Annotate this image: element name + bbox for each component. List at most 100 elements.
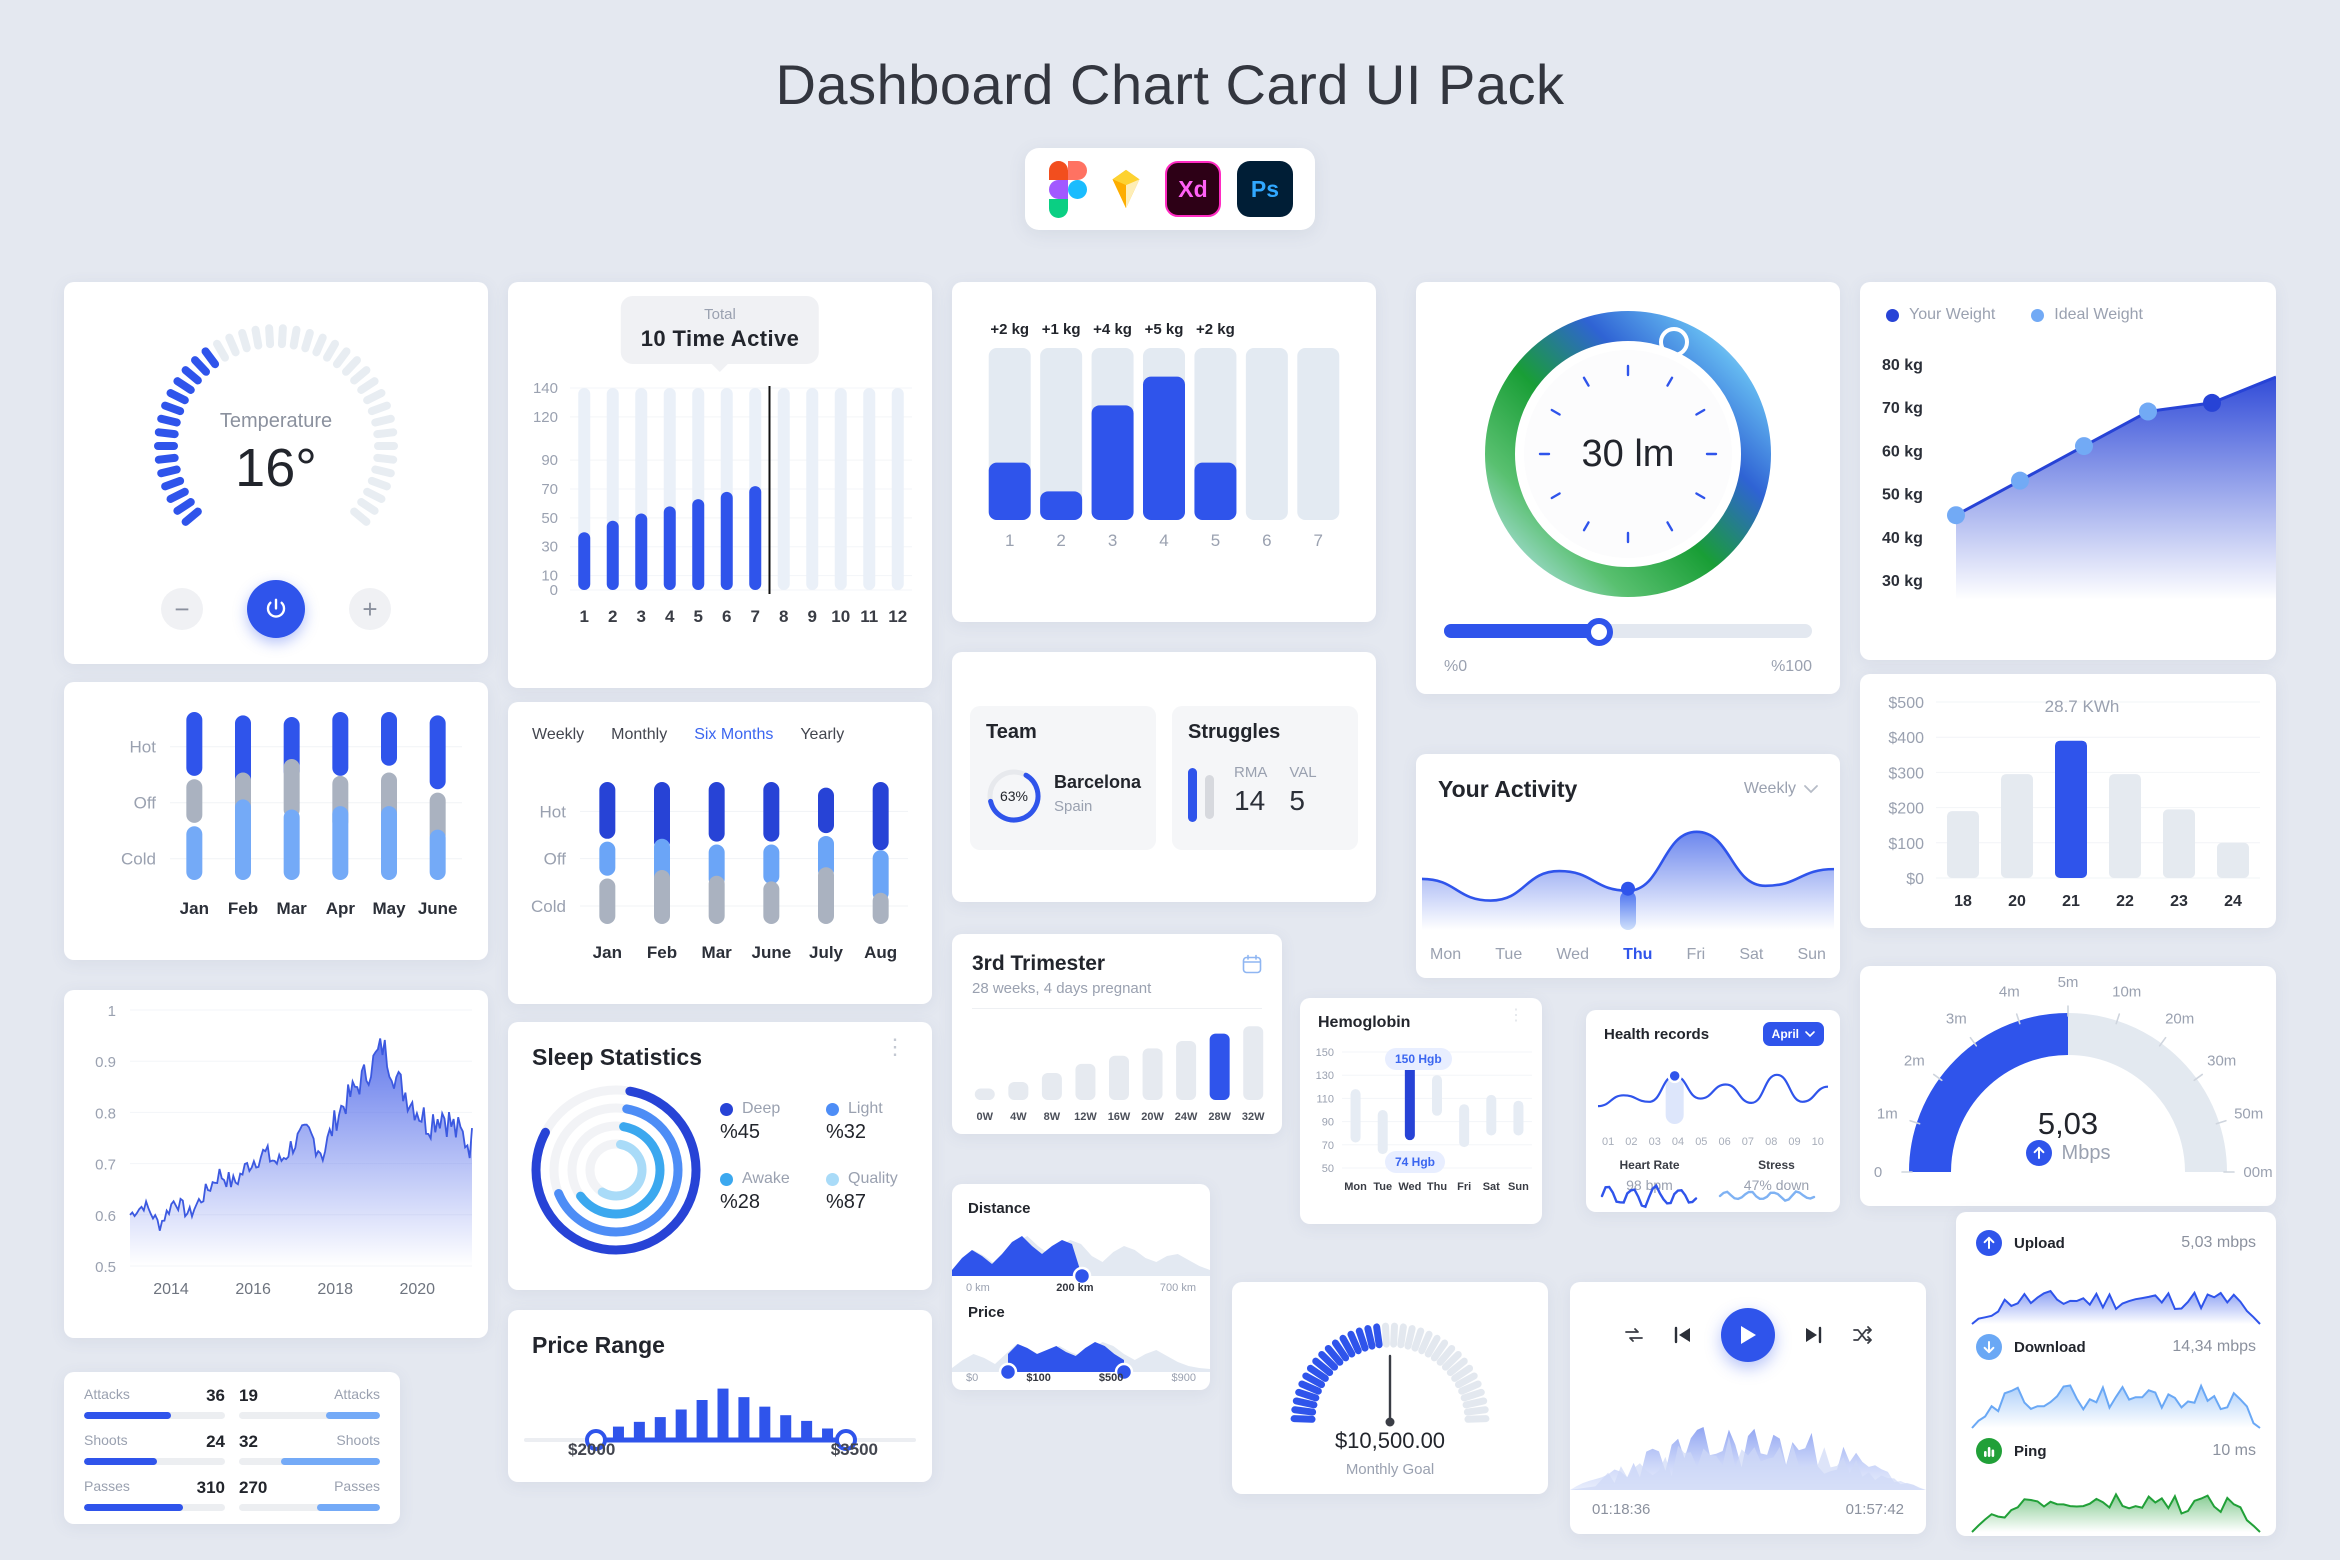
svg-text:Fri: Fri: [1457, 1181, 1471, 1193]
day-label-wed[interactable]: Wed: [1556, 946, 1589, 963]
svg-text:18: 18: [1954, 893, 1972, 910]
svg-text:50: 50: [1322, 1163, 1334, 1175]
previous-icon[interactable]: [1671, 1324, 1695, 1346]
svg-text:$500: $500: [1888, 695, 1924, 712]
struggle-stat-val: VAL 5: [1289, 764, 1316, 817]
gauge-tick: [373, 453, 398, 464]
decrease-temperature-button[interactable]: −: [161, 588, 203, 630]
repeat-icon[interactable]: [1623, 1324, 1645, 1346]
day-label-fri[interactable]: Fri: [1686, 946, 1706, 963]
svg-text:Jan: Jan: [593, 943, 622, 962]
month-selector[interactable]: April: [1762, 1022, 1824, 1046]
svg-text:5: 5: [694, 607, 703, 626]
period-card: Weekly Monthly Six Months Yearly Hot Off Cold…: [508, 702, 932, 1004]
day-label-tue[interactable]: Tue: [1495, 946, 1523, 963]
tab-weekly[interactable]: Weekly: [532, 726, 585, 743]
distance-handle[interactable]: [1072, 1266, 1092, 1286]
sleep-legend-item: Quality %87: [826, 1170, 910, 1214]
svg-text:23: 23: [2170, 893, 2188, 910]
distance-min: 0 km: [966, 1282, 990, 1294]
lumen-slider-knob[interactable]: [1584, 618, 1613, 646]
stat-bar-away: [239, 1412, 380, 1419]
gauge-tick: [265, 324, 275, 349]
tab-yearly[interactable]: Yearly: [800, 726, 845, 743]
upload-arrow-icon: [1976, 1230, 2002, 1256]
price-range-histogram[interactable]: [508, 1368, 932, 1458]
download-arrow-icon: [1976, 1334, 2002, 1360]
team-name: Barcelona: [1054, 772, 1142, 792]
svg-text:30: 30: [541, 539, 558, 556]
lumen-min-label: %0: [1444, 658, 1468, 675]
svg-text:Off: Off: [544, 850, 567, 869]
gauge-tick: [157, 414, 181, 427]
hemoglobin-card: Hemoglobin ⋮ 50 70 90 110 130 150 Mon Tue Wed Thu…: [1300, 998, 1542, 1224]
health-x-label: 06: [1718, 1136, 1731, 1148]
svg-text:90: 90: [1322, 1117, 1334, 1129]
day-label-thu[interactable]: Thu: [1623, 946, 1653, 963]
kebab-menu-icon[interactable]: ⋮: [1508, 1007, 1524, 1024]
gauge-tick: [332, 347, 351, 369]
kebab-menu-icon[interactable]: ⋮: [884, 1034, 906, 1059]
upload-arrow-icon: [2025, 1140, 2052, 1166]
svg-text:70: 70: [1322, 1140, 1334, 1152]
sleep-legend-item: Light %32: [826, 1100, 910, 1144]
activity-period-selector[interactable]: Weekly: [1744, 780, 1818, 798]
svg-text:4: 4: [665, 607, 675, 626]
svg-text:+2 kg: +2 kg: [1196, 321, 1235, 338]
shuffle-icon[interactable]: [1851, 1324, 1873, 1346]
stat-label-away: Passes: [334, 1478, 380, 1494]
monthly-goal-label: Monthly Goal: [1345, 1461, 1435, 1478]
tab-six-months[interactable]: Six Months: [694, 726, 774, 743]
day-label-sat[interactable]: Sat: [1739, 946, 1764, 963]
gauge-tick-label: 4m: [1999, 983, 2020, 1000]
gauge-tick: [181, 366, 202, 385]
price-min-handle[interactable]: [998, 1362, 1018, 1382]
distance-range-chart[interactable]: [952, 1220, 1210, 1286]
bar: [606, 520, 619, 590]
gauge-tick: [154, 428, 179, 439]
svg-text:Aug: Aug: [864, 943, 897, 962]
play-button[interactable]: [1721, 1308, 1775, 1362]
stat-label: RMA: [1234, 764, 1268, 781]
increase-temperature-button[interactable]: +: [349, 588, 391, 630]
lumen-dial-knob[interactable]: [1659, 327, 1689, 357]
lumen-dial[interactable]: 30 lm: [1478, 304, 1778, 604]
day-label-mon[interactable]: Mon: [1430, 946, 1462, 963]
health-title: Health records: [1604, 1026, 1710, 1043]
svg-text:$100: $100: [1888, 836, 1924, 853]
svg-text:8W: 8W: [1044, 1111, 1061, 1123]
next-icon[interactable]: [1801, 1324, 1825, 1346]
tab-monthly[interactable]: Monthly: [611, 726, 668, 743]
price-low-label: $100: [1026, 1372, 1051, 1384]
calendar-icon[interactable]: [1242, 954, 1262, 974]
health-x-labels: 01 02 03 04 05 06 07 08 09 10: [1602, 1136, 1824, 1148]
price-range-min-handle[interactable]: [585, 1429, 607, 1451]
hot-off-cold-card: Hot Off Cold Jan Feb Mar Apr May June: [64, 682, 488, 960]
price-range-max-handle[interactable]: [835, 1429, 857, 1451]
day-label-sun[interactable]: Sun: [1797, 946, 1826, 963]
player-card: 01:18:36 01:57:42: [1570, 1282, 1926, 1534]
network-label: Upload: [2014, 1234, 2065, 1252]
network-row-upload: Upload 5,03 mbps: [1956, 1230, 2276, 1328]
svg-text:12: 12: [888, 607, 907, 626]
trimester-card: 3rd Trimester 28 weeks, 4 days pregnant …: [952, 934, 1282, 1134]
svg-text:6: 6: [722, 607, 731, 626]
stat-value: 5: [1289, 785, 1305, 816]
hemoglobin-title: Hemoglobin: [1318, 1014, 1411, 1031]
network-label: Ping: [2014, 1442, 2047, 1460]
signal-bars-icon: [1976, 1438, 2002, 1464]
power-button[interactable]: [247, 580, 305, 638]
health-metrics: Heart Rate 98 bpm Stress 47% down: [1586, 1158, 1840, 1193]
period-tab-bar[interactable]: Weekly Monthly Six Months Yearly: [532, 726, 844, 744]
svg-text:Cold: Cold: [121, 850, 156, 869]
price-max-handle[interactable]: [1114, 1362, 1134, 1382]
distance-max: 700 km: [1159, 1282, 1196, 1294]
price-range-chart[interactable]: [952, 1322, 1210, 1382]
gauge-tick: [225, 333, 240, 357]
weight-chart-card: Your Weight Ideal Weight 80 kg 70 kg 60 kg…: [1860, 282, 2276, 660]
activity-day-labels: Mon Tue Wed Thu Fri Sat Sun: [1430, 946, 1826, 964]
temperature-gauge: [154, 324, 398, 526]
gauge-tick: [181, 507, 202, 526]
lumen-slider[interactable]: [1444, 618, 1812, 646]
gauge-tick: [371, 414, 395, 427]
